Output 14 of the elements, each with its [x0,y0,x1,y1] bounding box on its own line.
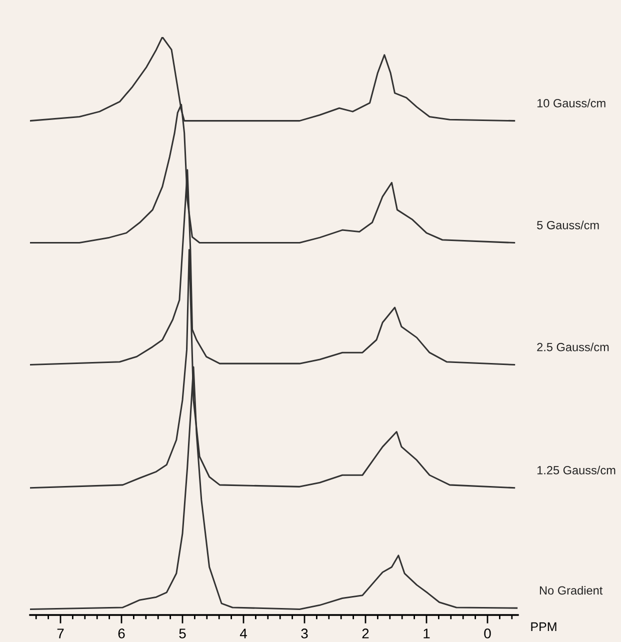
text: 5 Gauss/cm [537,220,599,230]
x-tick-label: 6 [118,628,125,638]
x-tick-label: 1 [424,628,430,638]
text: 2.5 Gauss/cm [537,342,609,352]
x-tick-label: 5 [179,628,186,638]
x-tick-label: 4 [240,628,247,638]
x-tick-label: 0 [484,628,491,638]
x-tick-label: 3 [301,628,308,638]
text: No Gradient [540,586,603,595]
text: 1.25 Gauss/cm [537,466,616,474]
x-tick-label: 2 [362,628,369,638]
text: 10 Gauss/cm [537,98,606,108]
x-axis-title: PPM [531,622,556,631]
x-tick-label: 7 [57,628,64,638]
